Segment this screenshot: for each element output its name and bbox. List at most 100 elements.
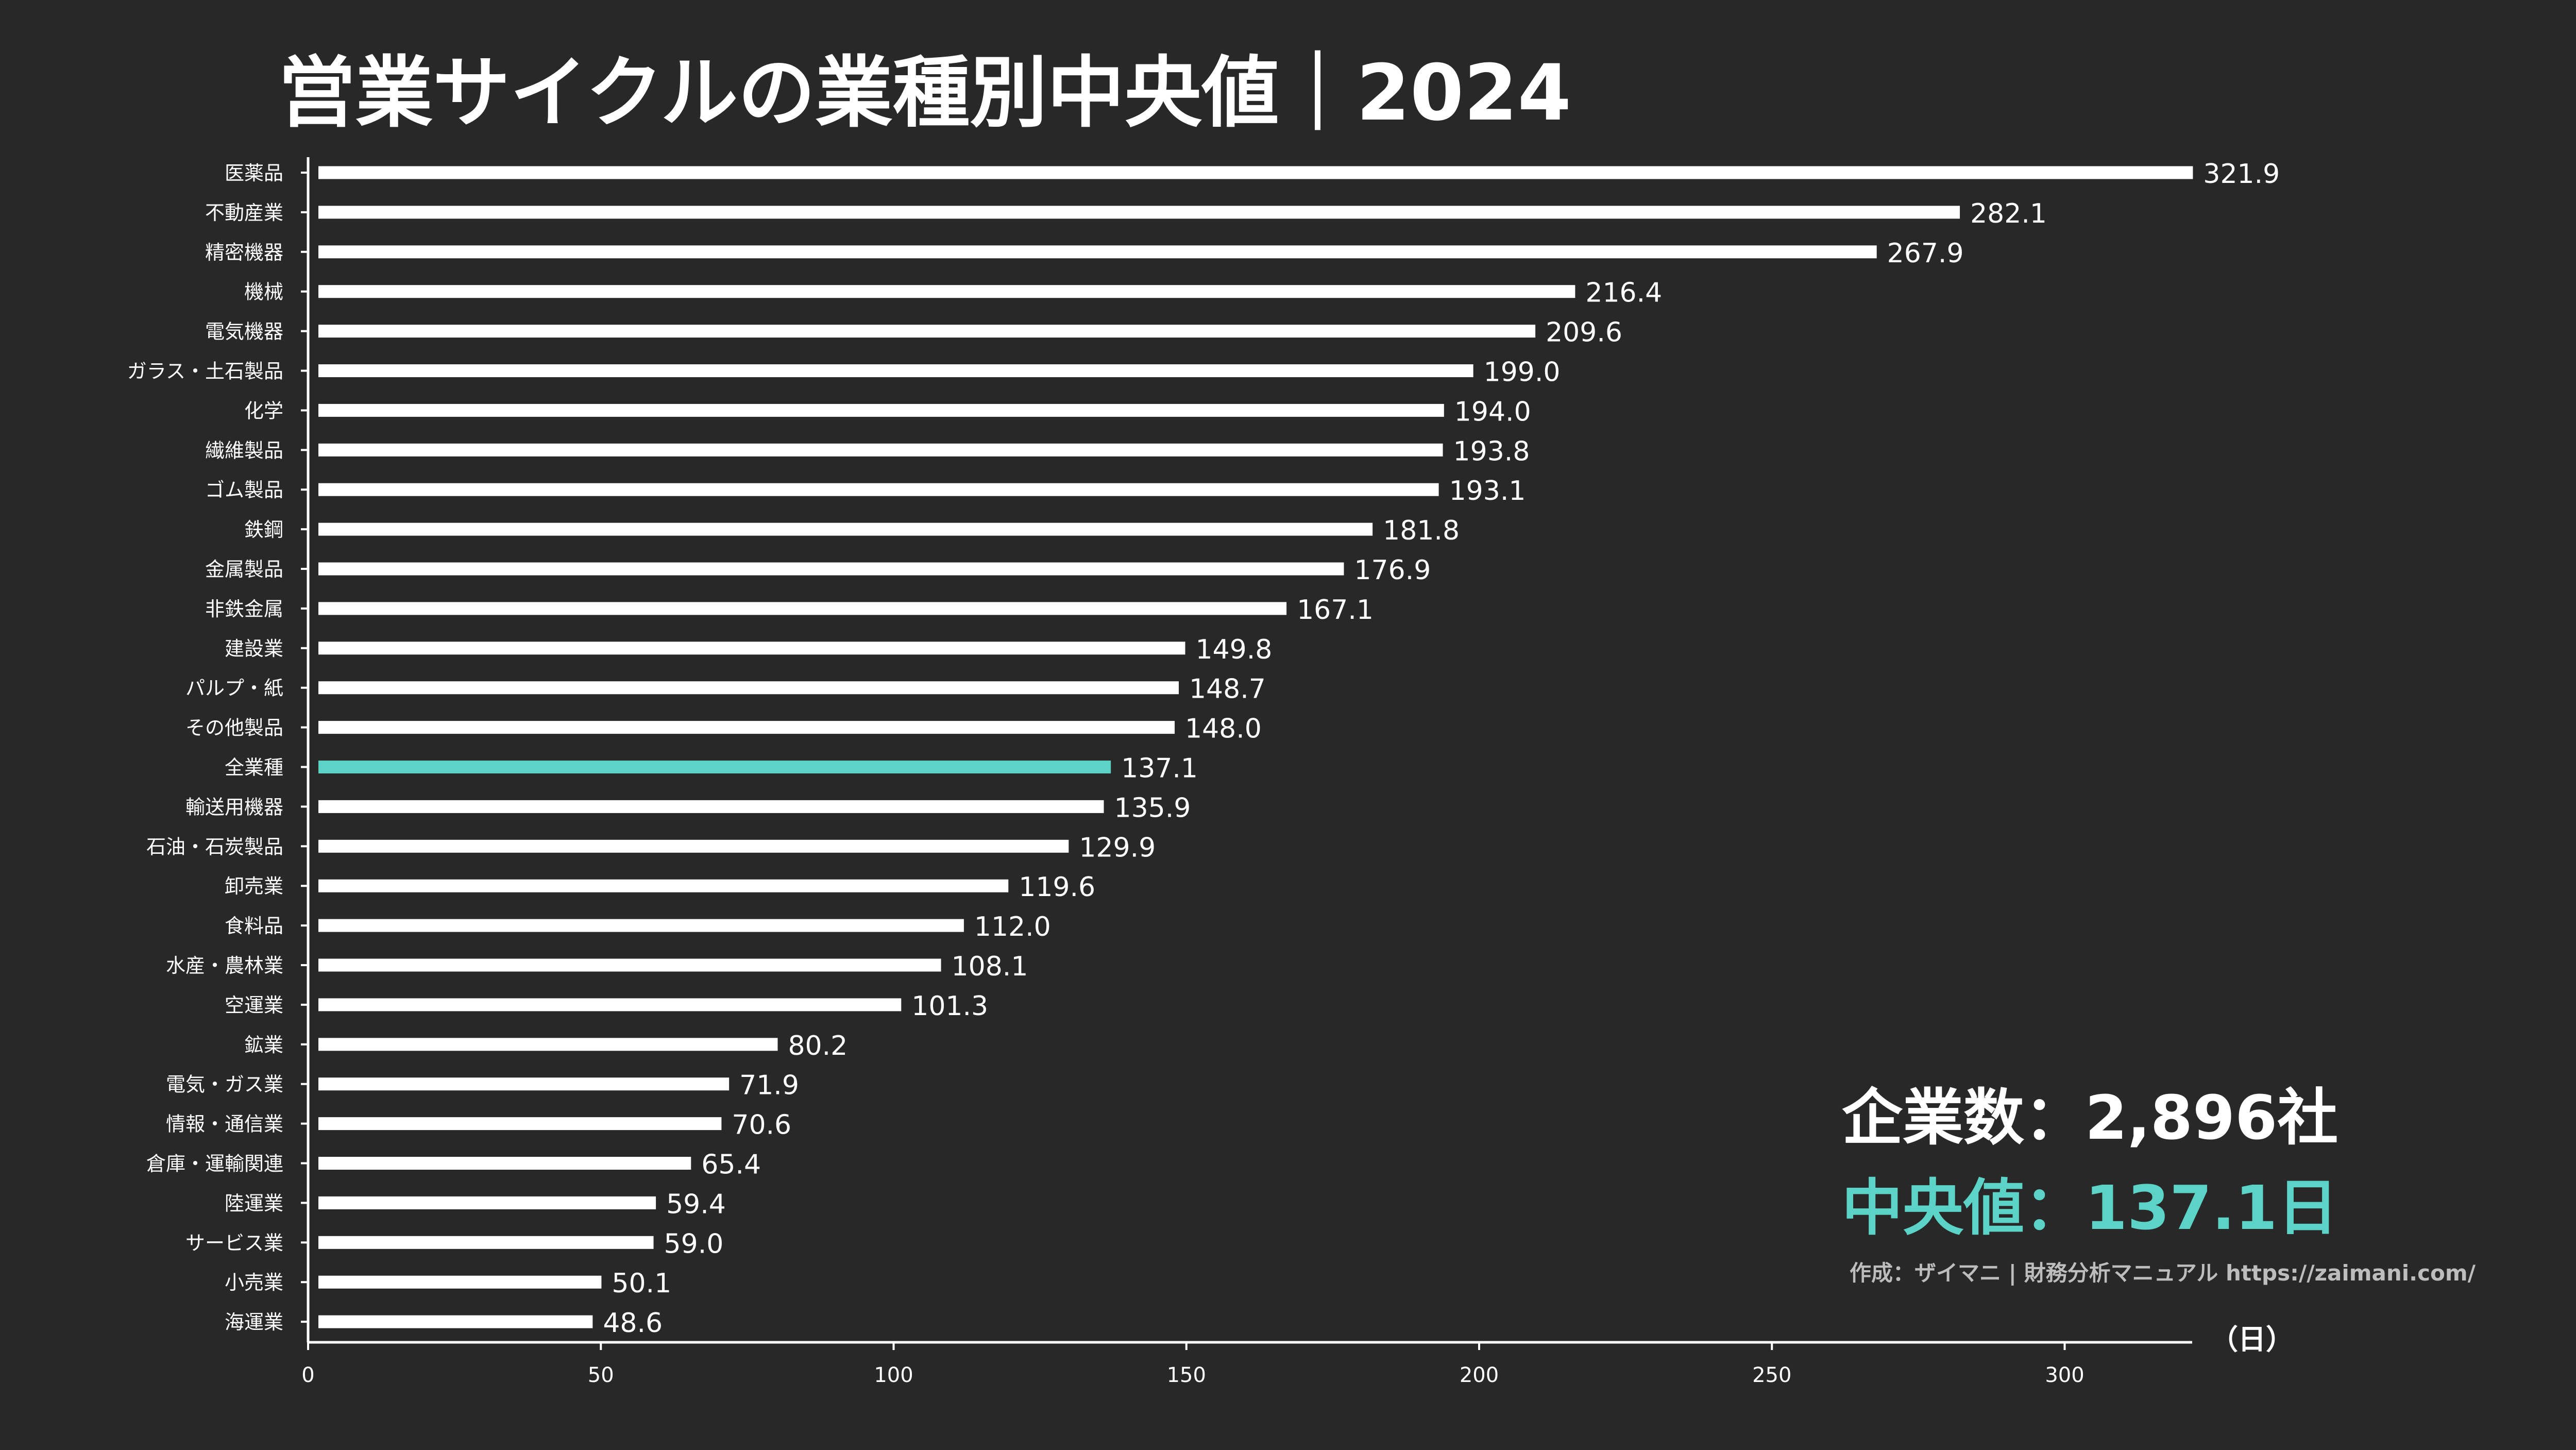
value-label-27: 59.0 xyxy=(664,1228,724,1259)
category-label-11: 非鉄金属 xyxy=(205,598,283,620)
value-label-26: 59.4 xyxy=(666,1189,726,1220)
category-label-5: ガラス・土石製品 xyxy=(127,360,283,383)
bar-0 xyxy=(318,166,2193,179)
value-label-18: 119.6 xyxy=(1019,872,1095,903)
category-label-20: 水産・農林業 xyxy=(166,954,283,977)
category-label-27: サービス業 xyxy=(185,1232,283,1254)
category-label-2: 精密機器 xyxy=(205,241,283,264)
value-label-20: 108.1 xyxy=(952,951,1028,982)
bar-17 xyxy=(318,839,1069,853)
value-label-24: 70.6 xyxy=(732,1110,791,1141)
x-tick-label-4: 200 xyxy=(1460,1363,1499,1387)
value-label-21: 101.3 xyxy=(911,991,988,1022)
category-label-12: 建設業 xyxy=(225,637,283,660)
category-label-23: 電気・ガス業 xyxy=(166,1073,283,1096)
bar-27 xyxy=(318,1236,654,1249)
value-label-10: 176.9 xyxy=(1354,555,1431,586)
bar-5 xyxy=(318,364,1473,377)
category-label-0: 医薬品 xyxy=(225,162,283,184)
value-label-22: 80.2 xyxy=(788,1031,848,1061)
bar-22 xyxy=(318,1038,778,1051)
value-label-17: 129.9 xyxy=(1079,832,1156,863)
category-label-26: 陸運業 xyxy=(225,1192,283,1215)
value-label-11: 167.1 xyxy=(1297,595,1374,626)
median-text: 中央値：137.1日 xyxy=(1842,1172,2338,1243)
category-label-19: 食料品 xyxy=(225,915,283,937)
x-axis-ticks: 0 50 100 150 200 250 300 xyxy=(301,1342,2084,1387)
category-label-14: その他製品 xyxy=(185,717,283,739)
category-label-4: 電気機器 xyxy=(205,321,283,343)
x-tick-label-2: 100 xyxy=(874,1363,913,1387)
category-label-21: 空運業 xyxy=(225,994,283,1017)
category-label-29: 海運業 xyxy=(225,1311,283,1334)
value-label-14: 148.0 xyxy=(1185,714,1262,745)
value-label-19: 112.0 xyxy=(974,912,1051,942)
value-label-2: 267.9 xyxy=(1887,238,1964,269)
bar-7 xyxy=(318,443,1443,457)
x-axis-unit-label: （日） xyxy=(2210,1323,2294,1356)
category-label-22: 鉱業 xyxy=(244,1034,283,1056)
value-label-25: 65.4 xyxy=(701,1150,761,1181)
category-label-6: 化学 xyxy=(244,399,283,422)
value-label-1: 282.1 xyxy=(1970,198,2047,229)
value-label-23: 71.9 xyxy=(739,1070,799,1101)
category-label-25: 倉庫・運輸関連 xyxy=(146,1153,283,1175)
category-label-3: 機械 xyxy=(244,281,283,304)
value-label-13: 148.7 xyxy=(1189,674,1266,705)
value-label-29: 48.6 xyxy=(603,1308,663,1339)
bar-23 xyxy=(318,1077,730,1091)
value-label-0: 321.9 xyxy=(2203,159,2280,190)
category-label-10: 金属製品 xyxy=(205,558,283,581)
company-count-text: 企業数：2,896社 xyxy=(1842,1082,2338,1153)
category-label-7: 繊維製品 xyxy=(205,439,283,462)
bar-21 xyxy=(318,998,902,1011)
bar-28 xyxy=(318,1275,602,1289)
bar-13 xyxy=(318,681,1179,695)
category-label-18: 卸売業 xyxy=(225,875,283,898)
bar-11 xyxy=(318,602,1287,615)
category-label-15: 全業種 xyxy=(225,756,283,779)
bar-18 xyxy=(318,879,1009,892)
x-tick-label-1: 50 xyxy=(588,1363,614,1387)
value-label-8: 193.1 xyxy=(1449,476,1526,507)
value-label-7: 193.8 xyxy=(1453,436,1530,467)
bar-4 xyxy=(318,325,1536,338)
credit-text: 作成：ザイマニ | 財務分析マニュアル https://zaimani.com/ xyxy=(1850,1260,2476,1286)
category-label-9: 鉄鋼 xyxy=(244,518,283,541)
category-label-24: 情報・通信業 xyxy=(166,1113,283,1136)
category-label-28: 小売業 xyxy=(225,1271,283,1294)
category-label-1: 不動産業 xyxy=(205,201,283,224)
value-label-3: 216.4 xyxy=(1585,278,1662,309)
bars-layer xyxy=(318,166,2193,1328)
value-label-6: 194.0 xyxy=(1454,396,1531,427)
category-label-8: ゴム製品 xyxy=(205,479,283,501)
bar-24 xyxy=(318,1117,722,1131)
bar-2 xyxy=(318,245,1877,259)
bar-10 xyxy=(318,562,1344,576)
chart-title: 営業サイクルの業種別中央値｜2024 xyxy=(278,48,1571,138)
bar-3 xyxy=(318,285,1575,298)
x-tick-label-3: 150 xyxy=(1167,1363,1206,1387)
bar-15 xyxy=(318,761,1111,773)
bar-20 xyxy=(318,958,941,972)
bar-14 xyxy=(318,721,1175,734)
value-label-9: 181.8 xyxy=(1383,515,1460,546)
bar-1 xyxy=(318,206,1960,219)
bar-26 xyxy=(318,1196,656,1209)
x-tick-label-6: 300 xyxy=(2045,1363,2084,1387)
category-label-16: 輸送用機器 xyxy=(185,796,283,818)
x-tick-label-5: 250 xyxy=(1752,1363,1791,1387)
x-tick-label-0: 0 xyxy=(301,1363,314,1387)
value-label-12: 149.8 xyxy=(1195,634,1272,665)
bar-19 xyxy=(318,919,964,932)
bar-25 xyxy=(318,1157,691,1170)
category-label-13: パルプ・紙 xyxy=(185,677,283,700)
value-label-16: 135.9 xyxy=(1114,793,1191,823)
bar-6 xyxy=(318,403,1444,417)
value-label-15: 137.1 xyxy=(1121,753,1198,784)
bar-8 xyxy=(318,483,1439,496)
value-label-28: 50.1 xyxy=(612,1268,671,1299)
value-label-4: 209.6 xyxy=(1546,317,1622,348)
bar-9 xyxy=(318,522,1373,536)
